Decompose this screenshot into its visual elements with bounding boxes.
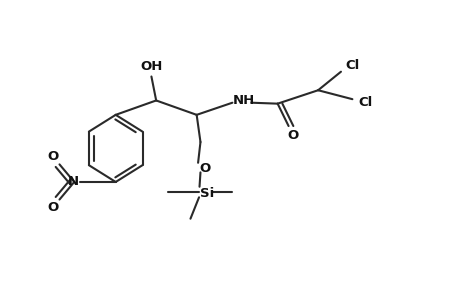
Text: O: O xyxy=(47,150,58,163)
Text: NH: NH xyxy=(233,94,255,106)
Text: Cl: Cl xyxy=(345,59,359,72)
Text: Si: Si xyxy=(200,187,214,200)
Text: N: N xyxy=(68,175,79,188)
Text: O: O xyxy=(47,201,58,214)
Text: O: O xyxy=(199,162,210,175)
Text: Cl: Cl xyxy=(358,96,372,109)
Text: OH: OH xyxy=(140,60,162,74)
Text: O: O xyxy=(287,129,298,142)
